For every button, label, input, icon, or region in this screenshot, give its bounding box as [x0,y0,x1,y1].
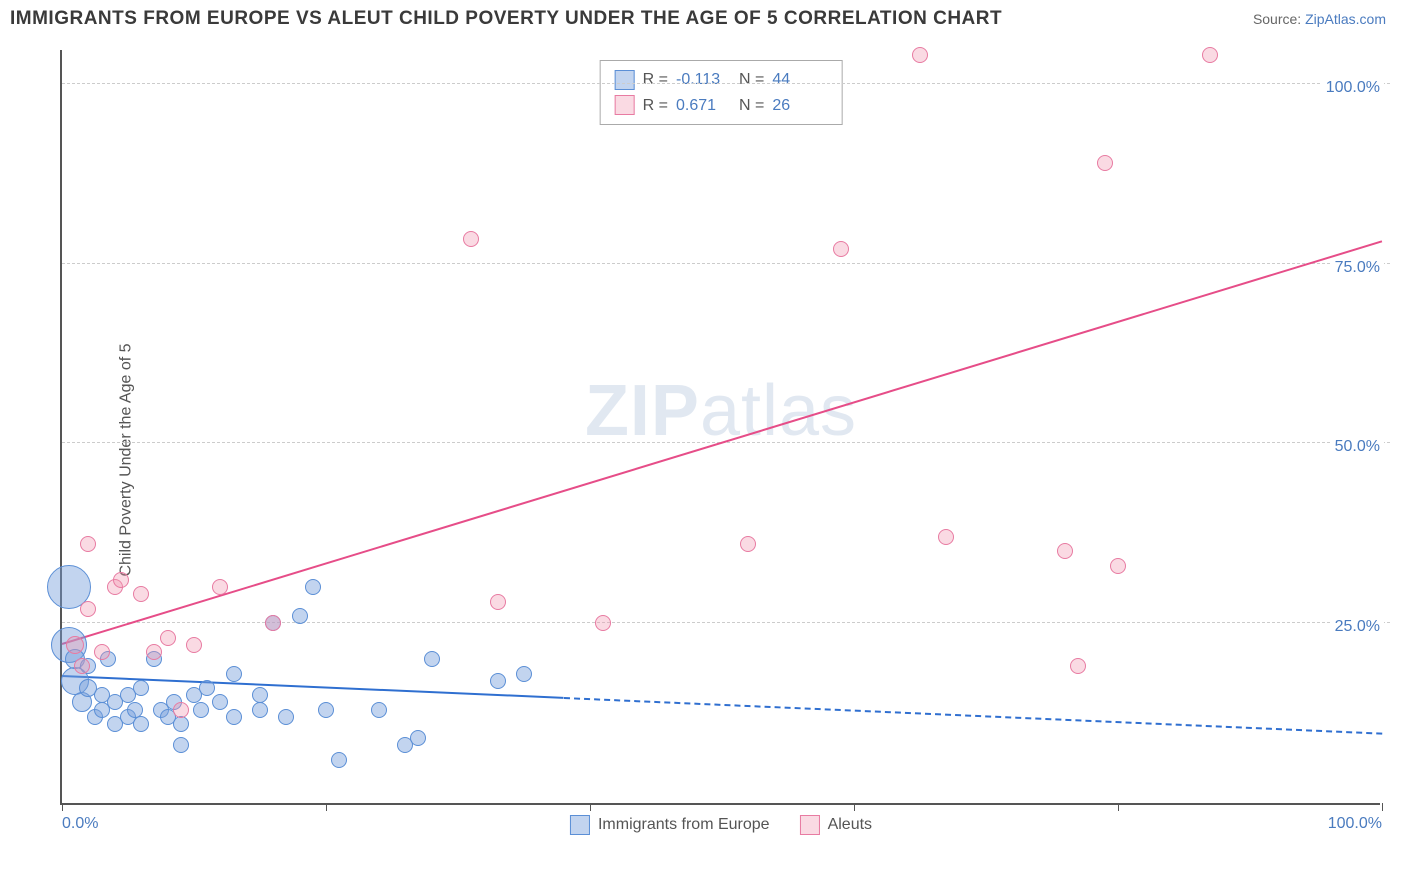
watermark: ZIPatlas [585,370,857,452]
data-point-europe[interactable] [516,666,532,682]
stats-row-aleuts: R = 0.671 N = 26 [615,93,828,119]
data-point-aleuts[interactable] [66,636,84,654]
data-point-europe[interactable] [371,702,387,718]
legend-swatch-europe [570,815,590,835]
data-point-aleuts[interactable] [80,601,96,617]
x-tick [62,803,63,811]
data-point-europe[interactable] [133,716,149,732]
legend-item-aleuts: Aleuts [800,815,872,835]
data-point-aleuts[interactable] [160,630,176,646]
chart-container: Child Poverty Under the Age of 5 ZIPatla… [0,40,1406,880]
legend-label-europe: Immigrants from Europe [598,816,770,834]
data-point-aleuts[interactable] [94,644,110,660]
data-point-aleuts[interactable] [74,658,90,674]
data-point-aleuts[interactable] [133,586,149,602]
bottom-legend: Immigrants from Europe Aleuts [570,815,872,835]
x-tick [1382,803,1383,811]
correlation-stats-box: R = -0.113 N = 44 R = 0.671 N = 26 [600,60,843,125]
y-tick-label: 75.0% [1331,259,1384,277]
y-tick-label: 50.0% [1331,438,1384,456]
data-point-europe[interactable] [331,752,347,768]
data-point-europe[interactable] [318,702,334,718]
data-point-europe[interactable] [173,737,189,753]
gridline [62,442,1390,443]
r-label: R = [643,93,668,119]
data-point-aleuts[interactable] [265,615,281,631]
gridline [62,263,1390,264]
r-value-aleuts: 0.671 [676,93,731,119]
data-point-aleuts[interactable] [490,594,506,610]
data-point-aleuts[interactable] [595,615,611,631]
n-value-aleuts: 26 [772,93,827,119]
data-point-aleuts[interactable] [1097,155,1113,171]
n-label: N = [739,93,764,119]
data-point-europe[interactable] [252,702,268,718]
data-point-europe[interactable] [133,680,149,696]
data-point-aleuts[interactable] [186,637,202,653]
data-point-aleuts[interactable] [463,231,479,247]
y-tick-label: 100.0% [1322,79,1384,97]
title-bar: IMMIGRANTS FROM EUROPE VS ALEUT CHILD PO… [0,0,1406,40]
x-tick [326,803,327,811]
data-point-aleuts[interactable] [1110,558,1126,574]
data-point-europe[interactable] [490,673,506,689]
source-attribution: Source: ZipAtlas.com [1253,11,1386,27]
trendline-dashed-europe [564,697,1382,735]
data-point-aleuts[interactable] [740,536,756,552]
data-point-europe[interactable] [173,716,189,732]
data-point-aleuts[interactable] [938,529,954,545]
data-point-aleuts[interactable] [113,572,129,588]
watermark-atlas: atlas [700,371,857,451]
plot-area: ZIPatlas R = -0.113 N = 44 R = 0.671 N =… [60,50,1380,805]
data-point-aleuts[interactable] [80,536,96,552]
legend-swatch-aleuts [800,815,820,835]
data-point-europe[interactable] [305,579,321,595]
legend-item-europe: Immigrants from Europe [570,815,770,835]
gridline [62,83,1390,84]
x-tick-label: 100.0% [1328,815,1382,833]
watermark-zip: ZIP [585,371,700,451]
data-point-aleuts[interactable] [912,47,928,63]
data-point-europe[interactable] [278,709,294,725]
chart-title: IMMIGRANTS FROM EUROPE VS ALEUT CHILD PO… [10,8,1002,30]
data-point-aleuts[interactable] [1070,658,1086,674]
data-point-aleuts[interactable] [1057,543,1073,559]
gridline [62,622,1390,623]
data-point-europe[interactable] [424,651,440,667]
data-point-europe[interactable] [199,680,215,696]
x-tick-label: 0.0% [62,815,98,833]
data-point-aleuts[interactable] [1202,47,1218,63]
x-tick [854,803,855,811]
data-point-europe[interactable] [292,608,308,624]
swatch-europe [615,70,635,90]
data-point-aleuts[interactable] [146,644,162,660]
source-link[interactable]: ZipAtlas.com [1305,11,1386,27]
data-point-aleuts[interactable] [833,241,849,257]
x-tick [590,803,591,811]
r-label: R = [643,67,668,93]
n-value-europe: 44 [772,67,827,93]
data-point-aleuts[interactable] [173,702,189,718]
x-tick [1118,803,1119,811]
data-point-aleuts[interactable] [212,579,228,595]
data-point-europe[interactable] [226,709,242,725]
r-value-europe: -0.113 [676,67,731,93]
swatch-aleuts [615,95,635,115]
data-point-europe[interactable] [212,694,228,710]
legend-label-aleuts: Aleuts [828,816,872,834]
data-point-europe[interactable] [193,702,209,718]
source-prefix: Source: [1253,11,1305,27]
data-point-europe[interactable] [410,730,426,746]
data-point-europe[interactable] [226,666,242,682]
y-tick-label: 25.0% [1331,618,1384,636]
stats-row-europe: R = -0.113 N = 44 [615,67,828,93]
data-point-europe[interactable] [252,687,268,703]
n-label: N = [739,67,764,93]
